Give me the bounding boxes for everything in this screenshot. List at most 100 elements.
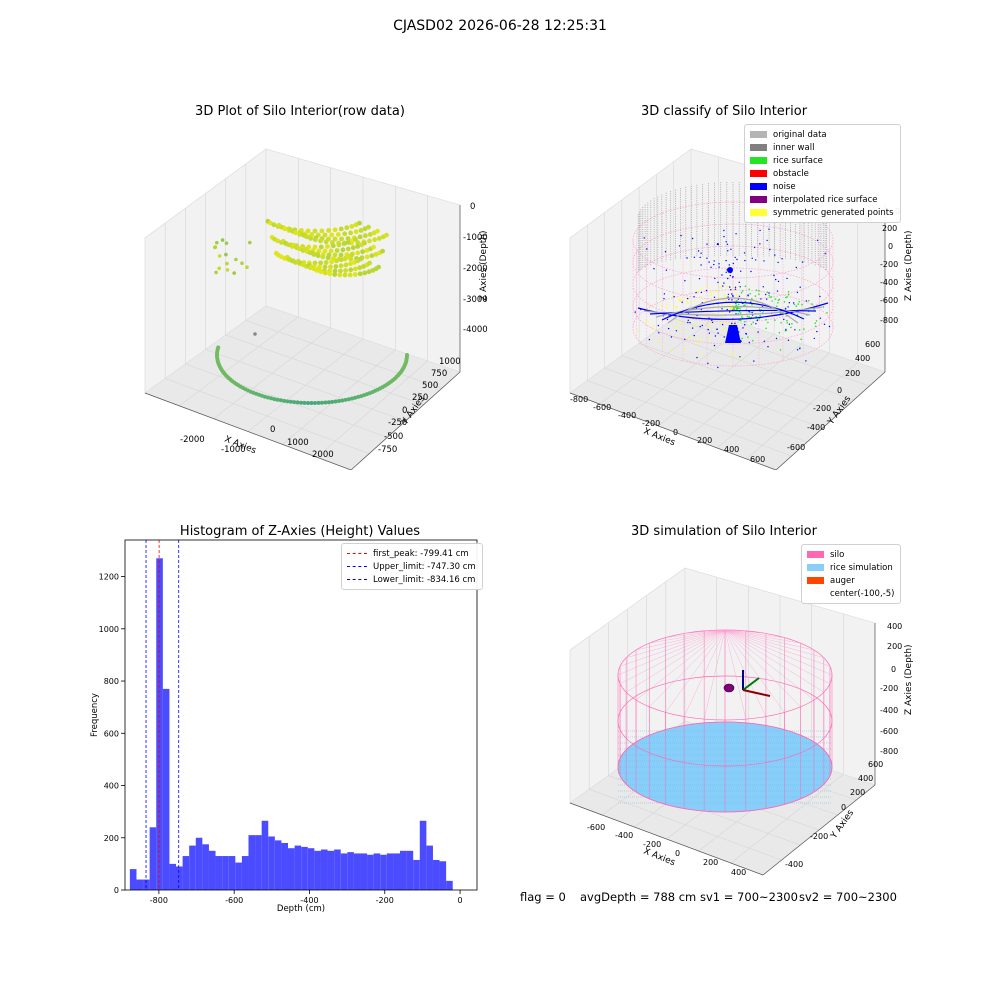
- rice-surface-point: [733, 320, 735, 322]
- noise-point: [738, 295, 741, 297]
- rice-surface-point: [723, 334, 726, 337]
- rice-surface-point: [786, 322, 789, 324]
- legend-item: rice simulation: [807, 561, 894, 574]
- rice-surface-point: [744, 320, 746, 323]
- histogram-xtick-label: -600: [225, 896, 243, 905]
- raw-point: [323, 400, 328, 405]
- noise-point: [745, 333, 748, 335]
- histogram-bar: [255, 835, 262, 890]
- legend-line: [347, 553, 367, 554]
- noise-point: [648, 338, 651, 341]
- rice-surface-point: [680, 322, 682, 324]
- x-axis-line: [569, 392, 777, 470]
- legend-item: center(-100,-5): [807, 587, 894, 600]
- rice-surface-point: [776, 305, 778, 308]
- raw-point: [352, 272, 358, 277]
- cls-ytick: 200: [845, 369, 860, 378]
- histogram-bar: [413, 859, 420, 890]
- histogram-ytick-label: 600: [104, 729, 119, 738]
- axis-marker-y: [742, 677, 760, 691]
- noise-point: [725, 259, 727, 262]
- raw-point: [225, 268, 230, 272]
- noise-point: [767, 346, 769, 348]
- histogram-bar: [182, 856, 190, 890]
- legend-label: Lower_limit: -834.16 cm: [373, 574, 476, 585]
- histogram-bar: [294, 845, 302, 890]
- raw-xtick: 1000: [287, 438, 309, 448]
- noise-point: [783, 318, 785, 321]
- raw-point: [341, 241, 347, 247]
- noise-point: [700, 291, 703, 294]
- histogram-bar: [248, 835, 256, 890]
- sim-xtick: -600: [587, 823, 605, 832]
- legend-label: center(-100,-5): [830, 588, 895, 599]
- histogram-bar: [143, 879, 150, 890]
- rice-surface-point: [814, 325, 817, 328]
- raw-point: [363, 233, 368, 239]
- raw-point: [366, 224, 371, 230]
- noise-cluster: [725, 325, 741, 343]
- raw-point: [367, 232, 373, 237]
- histogram-xtick-label: 0: [458, 896, 463, 905]
- noise-point: [714, 277, 716, 280]
- rice-surface-point: [814, 322, 816, 324]
- noise-point: [785, 328, 787, 331]
- raw-point: [282, 226, 288, 232]
- rice-surface-point: [658, 340, 660, 343]
- legend-label: symmetric generated points: [773, 207, 894, 218]
- raw-point: [232, 271, 236, 275]
- raw-ztick: -2000: [463, 264, 488, 274]
- legend-line: [347, 566, 367, 567]
- rice-surface-point: [786, 319, 788, 322]
- noise-point: [728, 298, 730, 301]
- rice-surface-point: [722, 328, 725, 330]
- legend-swatch: [750, 170, 767, 177]
- raw-point: [357, 265, 363, 271]
- noise-point: [729, 311, 731, 313]
- rice-surface-point: [687, 302, 689, 304]
- legend-swatch: [807, 590, 824, 597]
- rice-surface-point: [728, 308, 731, 311]
- cls-ytick: 0: [837, 386, 842, 395]
- y-axis-line: [775, 371, 886, 470]
- raw-point: [364, 254, 370, 260]
- noise-point: [747, 294, 749, 296]
- y-axis-line: [762, 784, 876, 876]
- noise-point: [706, 243, 708, 245]
- noise-point: [705, 289, 708, 292]
- raw-point: [285, 399, 290, 404]
- noise-point: [707, 362, 709, 364]
- noise-point: [828, 325, 831, 328]
- grid-line: [604, 367, 808, 443]
- silo-roof-line: [626, 629, 726, 658]
- histogram-ytick-label: 1200: [99, 573, 119, 582]
- raw-point: [345, 236, 351, 241]
- rice-surface-point: [734, 300, 736, 302]
- y-axis-line: [350, 371, 461, 470]
- grid-line: [658, 334, 775, 427]
- raw-point: [337, 399, 341, 403]
- raw-point: [259, 393, 264, 398]
- raw-point: [328, 248, 334, 254]
- histogram-bar: [360, 853, 368, 890]
- rice-surface-point: [693, 300, 695, 302]
- rice-surface-point: [797, 303, 799, 305]
- raw-point: [384, 232, 389, 238]
- rice-surface-point: [725, 295, 727, 298]
- noise-point: [824, 252, 826, 255]
- rice-surface-point: [822, 306, 825, 308]
- silo-roof-line: [724, 629, 831, 667]
- histogram-bar: [432, 859, 440, 890]
- raw-point: [353, 395, 358, 400]
- noise-point: [691, 237, 694, 240]
- noise-point: [805, 300, 808, 302]
- sim-ztick: -400: [880, 706, 898, 715]
- rice-surface-point: [729, 303, 731, 306]
- raw-point: [350, 245, 356, 251]
- rice-surface-point: [685, 297, 687, 300]
- rice-surface-point: [697, 341, 699, 344]
- sim-ytick: -200: [810, 832, 828, 841]
- raw-point: [367, 260, 372, 266]
- noise-point: [788, 302, 790, 304]
- noise-point: [734, 256, 736, 259]
